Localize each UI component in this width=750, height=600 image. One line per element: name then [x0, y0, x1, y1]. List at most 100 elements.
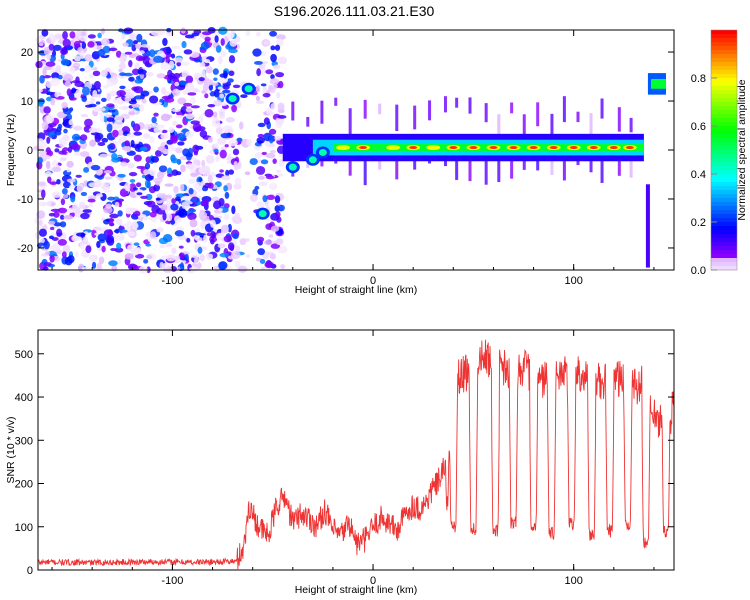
carrier-peak-core — [609, 146, 618, 150]
noise-speck — [128, 231, 136, 237]
noise-speck — [73, 151, 82, 156]
colorbar-cell — [711, 166, 737, 171]
colorbar-cell — [711, 34, 737, 39]
noise-speck — [207, 182, 214, 189]
noise-speck — [45, 160, 51, 170]
noise-speck — [161, 53, 167, 58]
colorbar-cell — [711, 94, 737, 99]
noise-speck — [91, 229, 97, 238]
noise-speck — [182, 195, 191, 200]
noise-speck — [170, 134, 178, 142]
noise-speck — [37, 138, 44, 143]
noise-speck — [120, 223, 129, 227]
noise-speck — [270, 74, 275, 80]
colorbar-cell — [711, 238, 737, 243]
colorbar-cell — [711, 86, 737, 91]
carrier-peak-core — [509, 146, 518, 150]
noise-speck — [80, 151, 90, 158]
noise-speck — [190, 172, 200, 176]
noise-speck — [153, 127, 163, 134]
faint-streak — [413, 105, 417, 130]
noise-speck — [192, 122, 202, 132]
noise-speck — [171, 88, 181, 97]
noise-speck — [270, 45, 276, 51]
noise-speck — [120, 161, 128, 167]
carrier-peak — [426, 145, 441, 151]
noise-speck — [71, 87, 77, 94]
colorbar-cell — [711, 190, 737, 195]
noise-speck — [188, 178, 196, 184]
noise-speck — [69, 97, 77, 101]
noise-speck — [177, 97, 187, 105]
noise-speck — [223, 185, 228, 192]
noise-speck — [257, 122, 266, 128]
noise-speck — [268, 182, 278, 191]
faint-streak — [629, 157, 633, 178]
noise-speck — [203, 234, 208, 243]
noise-speck — [80, 113, 89, 118]
noise-speck — [71, 133, 81, 141]
faint-streak — [378, 157, 382, 170]
colorbar-tick-label: 0.0 — [691, 265, 706, 277]
noise-speck — [135, 55, 144, 62]
noise-speck — [240, 94, 248, 99]
noise-speck — [89, 256, 95, 262]
colorbar-cell — [711, 106, 737, 111]
noise-speck — [124, 140, 130, 147]
colorbar-gradient — [711, 30, 737, 271]
noise-speck — [63, 181, 71, 189]
noise-speck — [151, 204, 160, 214]
noise-speck — [159, 261, 164, 270]
noise-speck — [116, 218, 123, 226]
noise-speck — [269, 149, 276, 154]
noise-speck — [160, 113, 171, 122]
noise-speck — [109, 213, 119, 219]
noise-speck — [176, 61, 182, 67]
colorbar-cell — [711, 210, 737, 215]
noise-speck — [97, 141, 106, 147]
noise-speck — [154, 150, 162, 157]
noise-speck — [58, 150, 68, 155]
noise-speck — [136, 192, 143, 196]
noise-speck — [132, 187, 138, 191]
noise-speck — [69, 31, 76, 39]
noise-speck — [181, 61, 190, 66]
noise-speck — [57, 207, 68, 214]
noise-speck — [84, 118, 93, 127]
noise-speck — [116, 242, 122, 250]
noise-speck — [217, 137, 227, 145]
faint-streak — [522, 157, 526, 170]
noise-speck — [75, 174, 82, 178]
noise-speck — [97, 107, 106, 112]
noise-speck — [200, 69, 206, 78]
noise-speck — [192, 159, 201, 166]
noise-speck — [121, 33, 126, 40]
colorbar-cell — [711, 218, 737, 223]
noise-speck — [220, 38, 225, 46]
noise-speck — [35, 60, 43, 69]
faint-streak — [291, 101, 295, 121]
noise-speck — [57, 74, 63, 80]
noise-speck — [109, 217, 114, 226]
colorbar-cell — [711, 114, 737, 119]
noise-speck — [139, 146, 148, 152]
noise-speck — [101, 97, 107, 102]
noise-speck — [79, 243, 85, 250]
noise-speck — [87, 34, 96, 39]
carrier-peak-core — [589, 146, 598, 150]
noise-speck — [103, 170, 113, 174]
colorbar-cell — [711, 90, 737, 95]
faint-streak — [576, 111, 580, 123]
faint-streak — [468, 97, 472, 114]
carrier-peak-core — [469, 146, 478, 150]
noise-speck — [270, 53, 277, 63]
noise-speck — [272, 83, 278, 90]
noise-speck — [223, 235, 233, 243]
noise-speck — [244, 171, 251, 176]
noise-speck — [234, 245, 241, 252]
noise-speck — [114, 247, 124, 253]
noise-speck — [103, 206, 113, 214]
noise-speck — [161, 95, 172, 100]
y-tick-label: 100 — [15, 522, 33, 534]
noise-speck — [223, 70, 228, 79]
